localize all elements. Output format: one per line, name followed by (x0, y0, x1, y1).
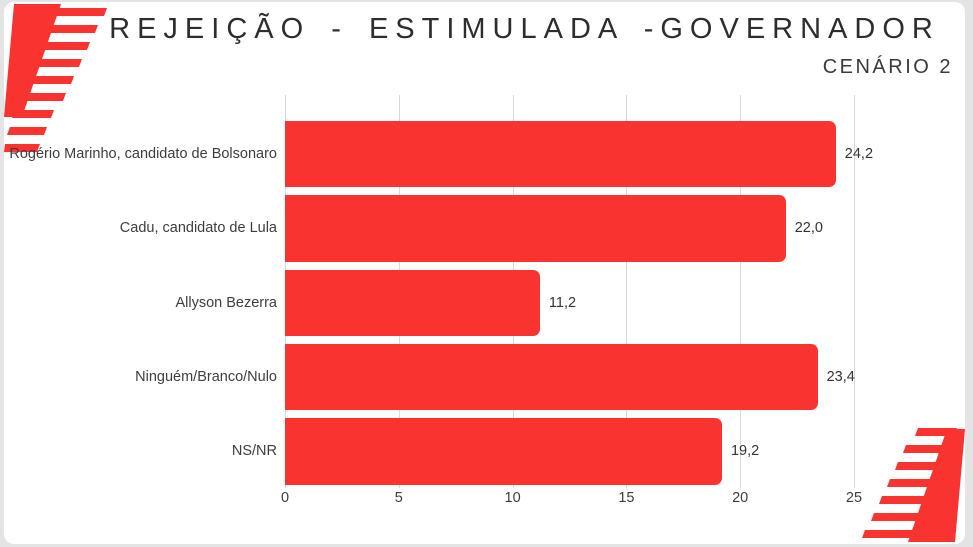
x-tick-label: 5 (394, 490, 403, 506)
bar (285, 343, 818, 411)
category-label: Rogério Marinho, candidato de Bolsonaro (9, 146, 277, 163)
gridline (740, 95, 742, 488)
x-tick-label: 25 (845, 490, 863, 506)
x-tick-label: 10 (504, 490, 521, 506)
bar (285, 269, 540, 336)
value-label: 23,4 (826, 369, 855, 386)
category-label: Ninguém/Branco/Nulo (135, 369, 277, 386)
chart-subtitle: CENÁRIO 2 (822, 56, 953, 78)
x-tick-label: 15 (618, 490, 635, 506)
gridline (854, 95, 855, 488)
chart-title: REJEIÇÃO - ESTIMULADA -GOVERNADOR (109, 13, 940, 45)
bar (285, 120, 836, 188)
x-tick-label: 0 (280, 490, 290, 506)
value-label: 22,0 (794, 220, 823, 237)
category-label: NS/NR (231, 443, 277, 460)
bar (285, 195, 786, 262)
category-label: Cadu, candidato de Lula (119, 220, 277, 237)
value-label: 24,2 (844, 146, 874, 163)
value-label: 19,2 (730, 443, 760, 460)
gridline (626, 95, 628, 488)
bar (285, 418, 722, 485)
corner-stripes-top-left-icon (4, 4, 107, 152)
value-label: 11,2 (548, 294, 577, 311)
x-tick-label: 20 (732, 490, 749, 506)
category-label: Allyson Bezerra (175, 294, 277, 311)
